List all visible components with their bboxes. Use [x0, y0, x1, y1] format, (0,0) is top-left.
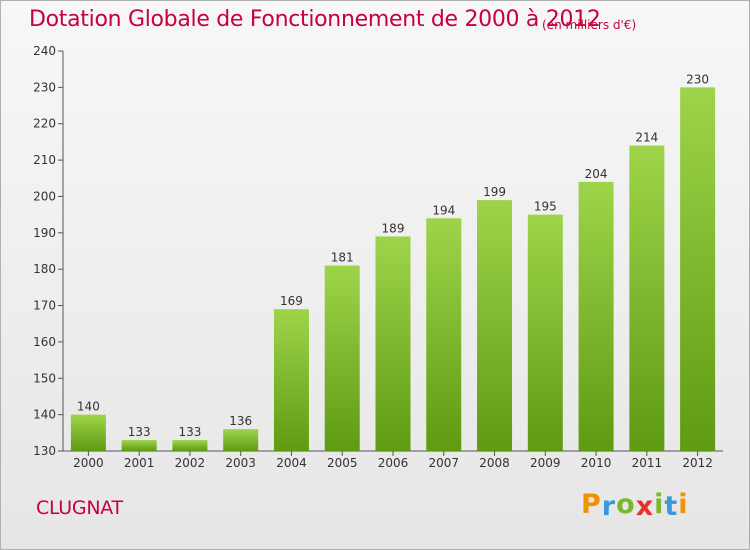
bar-value-label: 214 [635, 131, 658, 145]
bar [121, 440, 157, 451]
bar [426, 218, 462, 451]
bar-value-label: 136 [229, 414, 252, 428]
proxiti-logo: Proxiti [581, 489, 689, 522]
bar-value-label: 195 [534, 200, 557, 214]
bar-value-label: 140 [77, 400, 100, 414]
y-tick-label: 160 [33, 335, 56, 349]
bar [70, 414, 106, 451]
commune-name: CLUGNAT [36, 497, 123, 519]
bar [578, 181, 614, 451]
bar [324, 265, 360, 451]
x-tick-label: 2001 [124, 456, 155, 470]
y-tick-label: 170 [33, 299, 56, 313]
bar [680, 87, 716, 451]
y-tick-label: 230 [33, 80, 56, 94]
bar [375, 236, 411, 451]
x-tick-label: 2010 [581, 456, 612, 470]
bar-value-label: 194 [432, 203, 455, 217]
logo-letter: r [601, 491, 617, 522]
y-tick-label: 220 [33, 117, 56, 131]
bar-value-label: 230 [686, 72, 709, 86]
x-tick-label: 2004 [276, 456, 307, 470]
y-tick-label: 190 [33, 226, 56, 240]
bar-value-label: 133 [178, 425, 201, 439]
x-tick-label: 2003 [225, 456, 256, 470]
y-tick-label: 180 [33, 262, 56, 276]
bar-value-label: 181 [331, 251, 354, 265]
x-tick-label: 2008 [479, 456, 510, 470]
bar [477, 200, 513, 451]
bar [273, 309, 309, 451]
bar [223, 429, 259, 451]
chart-subtitle: (en milliers d'€) [542, 18, 637, 32]
y-tick-label: 210 [33, 153, 56, 167]
logo-letter: x [635, 491, 655, 522]
x-tick-label: 2002 [175, 456, 206, 470]
y-axis: 130 140 150 160 170 180 190 200 210 220 230 240 [33, 44, 64, 458]
logo-letter: i [654, 489, 665, 520]
y-tick-label: 200 [33, 189, 56, 203]
x-axis: 2000 2001 2002 2003 2004 2005 2006 2007 2008 2009… [63, 450, 723, 470]
y-tick-label: 150 [33, 371, 56, 385]
y-tick-label: 140 [33, 408, 56, 422]
logo-letter: i [678, 489, 689, 520]
x-tick-label: 2007 [428, 456, 459, 470]
x-tick-label: 2012 [682, 456, 713, 470]
logo-letter: o [616, 489, 636, 520]
chart-title: Dotation Globale de Fonctionnement de 20… [29, 7, 601, 32]
y-tick-label: 240 [33, 44, 56, 58]
bar-value-label: 199 [483, 185, 506, 199]
x-tick-label: 2011 [632, 456, 663, 470]
bar [527, 214, 563, 451]
logo-letter: t [664, 491, 679, 522]
bar [172, 440, 208, 451]
bar [629, 145, 665, 451]
x-tick-label: 2005 [327, 456, 358, 470]
y-tick-label: 130 [33, 444, 56, 458]
x-tick-label: 2009 [530, 456, 561, 470]
bars: 140 133 133 136 169 181 189 194 199 195 204 214 230 [70, 72, 716, 451]
x-tick-label: 2000 [73, 456, 104, 470]
x-tick-label: 2006 [378, 456, 409, 470]
bar-value-label: 189 [382, 221, 405, 235]
logo-letter: P [581, 489, 602, 520]
bar-value-label: 169 [280, 294, 303, 308]
bar-value-label: 204 [585, 167, 608, 181]
bar-value-label: 133 [128, 425, 151, 439]
